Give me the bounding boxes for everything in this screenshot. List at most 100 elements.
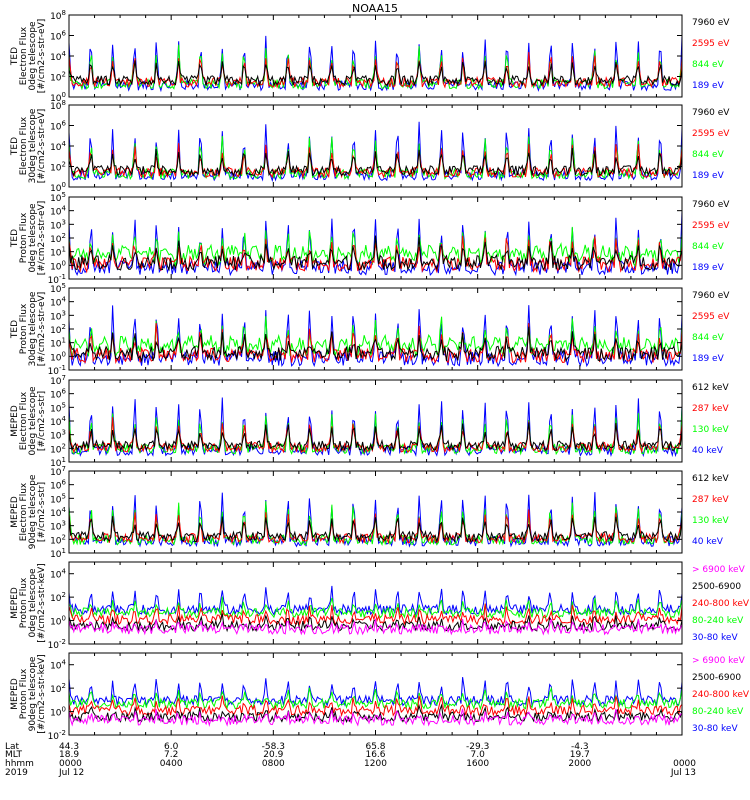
y-tick-label: 101: [50, 456, 66, 469]
x-tick-label: 2000: [568, 759, 591, 769]
series-line-3-1: [69, 235, 682, 272]
y-tick-label: 104: [50, 659, 66, 672]
y-axis-label: TEDElectron Flux0deg telescope[#/cm2-s-s…: [10, 19, 47, 94]
x-tick-label: 1200: [364, 759, 387, 769]
y-tick-label: 104: [50, 568, 66, 581]
series-line-7-1: [69, 618, 682, 636]
series-line-1-1: [69, 60, 682, 88]
y-axis-label: MEPEDElectron Flux90deg telescope[#/cm2-…: [10, 474, 47, 549]
series-line-2-1: [69, 147, 682, 177]
legend-entry: 844 eV: [692, 60, 725, 70]
y-axis-label: TEDProton Flux30deg telescope[#/cm2-s-st…: [10, 291, 47, 366]
y-tick-label: 105: [50, 401, 66, 414]
y-tick-label: 10-1: [48, 364, 66, 377]
y-axis-label: MEPEDProton Flux90deg telescope[#/cm2-s-…: [10, 654, 47, 733]
series-line-7-5: [69, 585, 682, 616]
series-line-2-2: [69, 143, 682, 179]
series-line-7-3: [69, 603, 682, 627]
panel-frame: [68, 652, 683, 736]
x-tick-label: -4.3: [571, 742, 589, 752]
legend-entry: 2500-6900: [692, 582, 741, 592]
legend-entry: 7960 eV: [692, 108, 730, 118]
y-tick-label: 104: [50, 140, 66, 153]
y-tick-label: 102: [50, 323, 66, 336]
y-tick-label: 107: [50, 465, 66, 478]
legend-entry: 30-80 keV: [692, 724, 738, 734]
legend-entry: 7960 eV: [692, 200, 730, 210]
x-tick-label: 0800: [262, 759, 285, 769]
y-tick-label: 104: [50, 506, 66, 519]
x-tick-label: 1600: [466, 759, 489, 769]
legend-entry: 844 eV: [692, 333, 725, 343]
y-tick-label: 101: [50, 246, 66, 259]
series-line-1-3: [69, 44, 682, 91]
legend-entry: 844 eV: [692, 242, 725, 252]
legend-entry: 2595 eV: [692, 39, 730, 49]
series-line-4-3: [69, 316, 682, 360]
x-tick-label: 16.6: [365, 750, 385, 760]
y-tick-label: 10-2: [48, 729, 66, 742]
legend-entry: 7960 eV: [692, 18, 730, 28]
series-line-4-2: [69, 322, 682, 365]
y-tick-label: 106: [50, 120, 66, 133]
y-tick-label: 100: [50, 181, 66, 194]
y-tick-label: 102: [50, 682, 66, 695]
y-tick-label: 100: [50, 91, 66, 104]
y-tick-label: 104: [50, 415, 66, 428]
y-tick-label: 10-2: [48, 638, 66, 651]
y-tick-label: 10-1: [48, 273, 66, 286]
y-axis-label: MEPEDElectron Flux0deg telescope[#/cm2-s…: [10, 386, 47, 456]
figure-title: NOAA15: [352, 2, 398, 15]
y-tick-label: 100: [50, 615, 66, 628]
legend-entry: 189 eV: [692, 263, 725, 273]
y-tick-label: 102: [50, 591, 66, 604]
series-line-4-1: [69, 326, 682, 363]
y-tick-label: 103: [50, 520, 66, 533]
y-tick-label: 106: [50, 30, 66, 43]
legend-entry: 844 eV: [692, 150, 725, 160]
y-tick-label: 102: [50, 232, 66, 245]
legend-entry: 189 eV: [692, 81, 725, 91]
y-tick-label: 102: [50, 533, 66, 546]
legend-entry: 240-800 keV: [692, 599, 750, 609]
legend-entry: 2595 eV: [692, 312, 730, 322]
y-tick-label: 104: [50, 296, 66, 309]
x-tick-label: 20.9: [263, 750, 283, 760]
y-tick-label: 102: [50, 442, 66, 455]
y-tick-label: 101: [50, 547, 66, 560]
y-tick-label: 103: [50, 309, 66, 322]
x-tick-label: -29.3: [466, 742, 489, 752]
x-tick-label: 7.2: [164, 750, 178, 760]
series-line-8-4: [69, 686, 682, 711]
series-line-8-3: [69, 695, 682, 718]
legend-entry: 40 keV: [692, 446, 724, 456]
legend-entry: 40 keV: [692, 537, 724, 547]
legend-entry: 240-800 keV: [692, 690, 750, 700]
x-tick-label: 65.8: [365, 742, 385, 752]
legend-entry: 80-240 keV: [692, 707, 744, 717]
legend-entry: 2595 eV: [692, 221, 730, 231]
series-line-5-1: [69, 422, 682, 453]
y-tick-label: 102: [50, 161, 66, 174]
legend-entry: 80-240 keV: [692, 616, 744, 626]
legend-entry: 612 keV: [692, 383, 729, 393]
x-tick-label: 6.0: [164, 742, 179, 752]
legend-entry: 130 keV: [692, 516, 729, 526]
x-row-label: hhmm: [5, 759, 34, 769]
legend-entry: 130 keV: [692, 425, 729, 435]
y-tick-label: 100: [50, 350, 66, 363]
series-line-7-4: [69, 596, 682, 620]
series-line-2-4: [69, 121, 682, 183]
x-tick-label: 19.7: [570, 750, 590, 760]
series-line-8-1: [69, 708, 682, 727]
y-axis-label: MEPEDProton Flux0deg telescope[#/cm2-s-s…: [10, 563, 47, 642]
series-line-5-3: [69, 407, 682, 456]
